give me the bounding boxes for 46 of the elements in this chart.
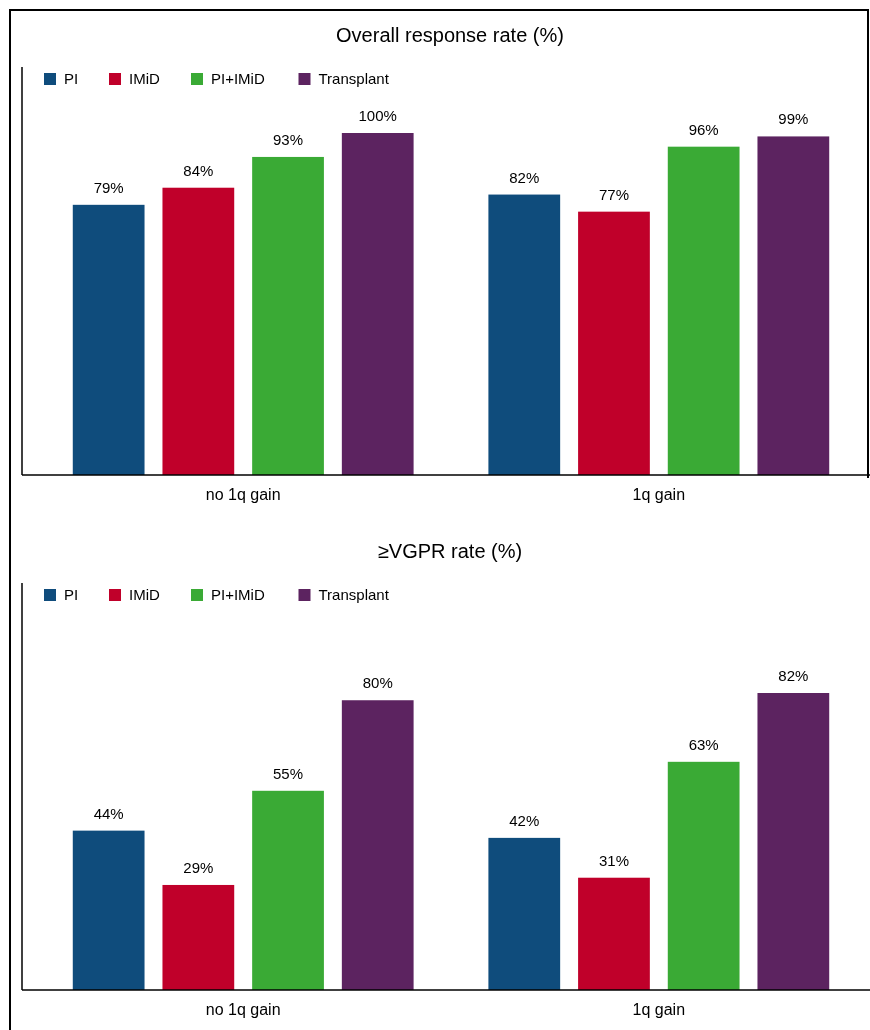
legend-label: IMiD bbox=[129, 70, 160, 87]
bar bbox=[488, 837, 561, 990]
data-label: 29% bbox=[183, 858, 214, 876]
x-tick-label: no 1q gain bbox=[205, 486, 281, 503]
bar bbox=[341, 133, 414, 475]
bar bbox=[341, 700, 414, 990]
bar bbox=[72, 204, 145, 475]
legend-label: PI+IMiD bbox=[211, 586, 265, 603]
data-label: 80% bbox=[362, 674, 393, 692]
chart-title: Overall response rate (%) bbox=[336, 24, 564, 46]
bar bbox=[162, 187, 235, 475]
data-label: 100% bbox=[358, 107, 397, 124]
legend-label: PI bbox=[64, 586, 79, 603]
bar bbox=[488, 194, 561, 475]
data-label: 77% bbox=[598, 185, 629, 203]
chart-title: ≥VGPR rate (%) bbox=[377, 540, 523, 562]
legend-label: PI bbox=[64, 70, 79, 87]
bar bbox=[252, 790, 324, 990]
data-label: 55% bbox=[273, 764, 304, 782]
data-label: 31% bbox=[598, 851, 629, 869]
bar bbox=[667, 146, 740, 475]
bar bbox=[757, 693, 830, 990]
bar bbox=[667, 761, 740, 990]
x-tick-label: no 1q gain bbox=[205, 1001, 281, 1018]
legend-label: PI+IMiD bbox=[211, 70, 265, 87]
data-label: 82% bbox=[509, 168, 540, 186]
bar bbox=[162, 884, 235, 990]
bar bbox=[757, 136, 830, 475]
data-label: 99% bbox=[778, 110, 809, 128]
data-label: 84% bbox=[183, 161, 214, 179]
bar bbox=[72, 830, 145, 990]
data-label: 63% bbox=[688, 735, 719, 753]
data-label: 79% bbox=[93, 178, 124, 196]
data-label: 93% bbox=[273, 130, 304, 148]
x-tick-label: 1q gain bbox=[632, 486, 686, 503]
data-label: 96% bbox=[688, 120, 719, 138]
bar bbox=[578, 211, 650, 475]
data-label: 44% bbox=[93, 804, 124, 822]
bar bbox=[252, 156, 324, 475]
x-tick-label: 1q gain bbox=[632, 1001, 686, 1018]
data-label: 82% bbox=[778, 667, 809, 684]
legend-label: IMiD bbox=[129, 586, 160, 603]
bar bbox=[578, 877, 650, 990]
legend-label: Transplant bbox=[318, 586, 390, 603]
data-label: 42% bbox=[509, 811, 540, 829]
legend-label: Transplant bbox=[318, 70, 390, 87]
